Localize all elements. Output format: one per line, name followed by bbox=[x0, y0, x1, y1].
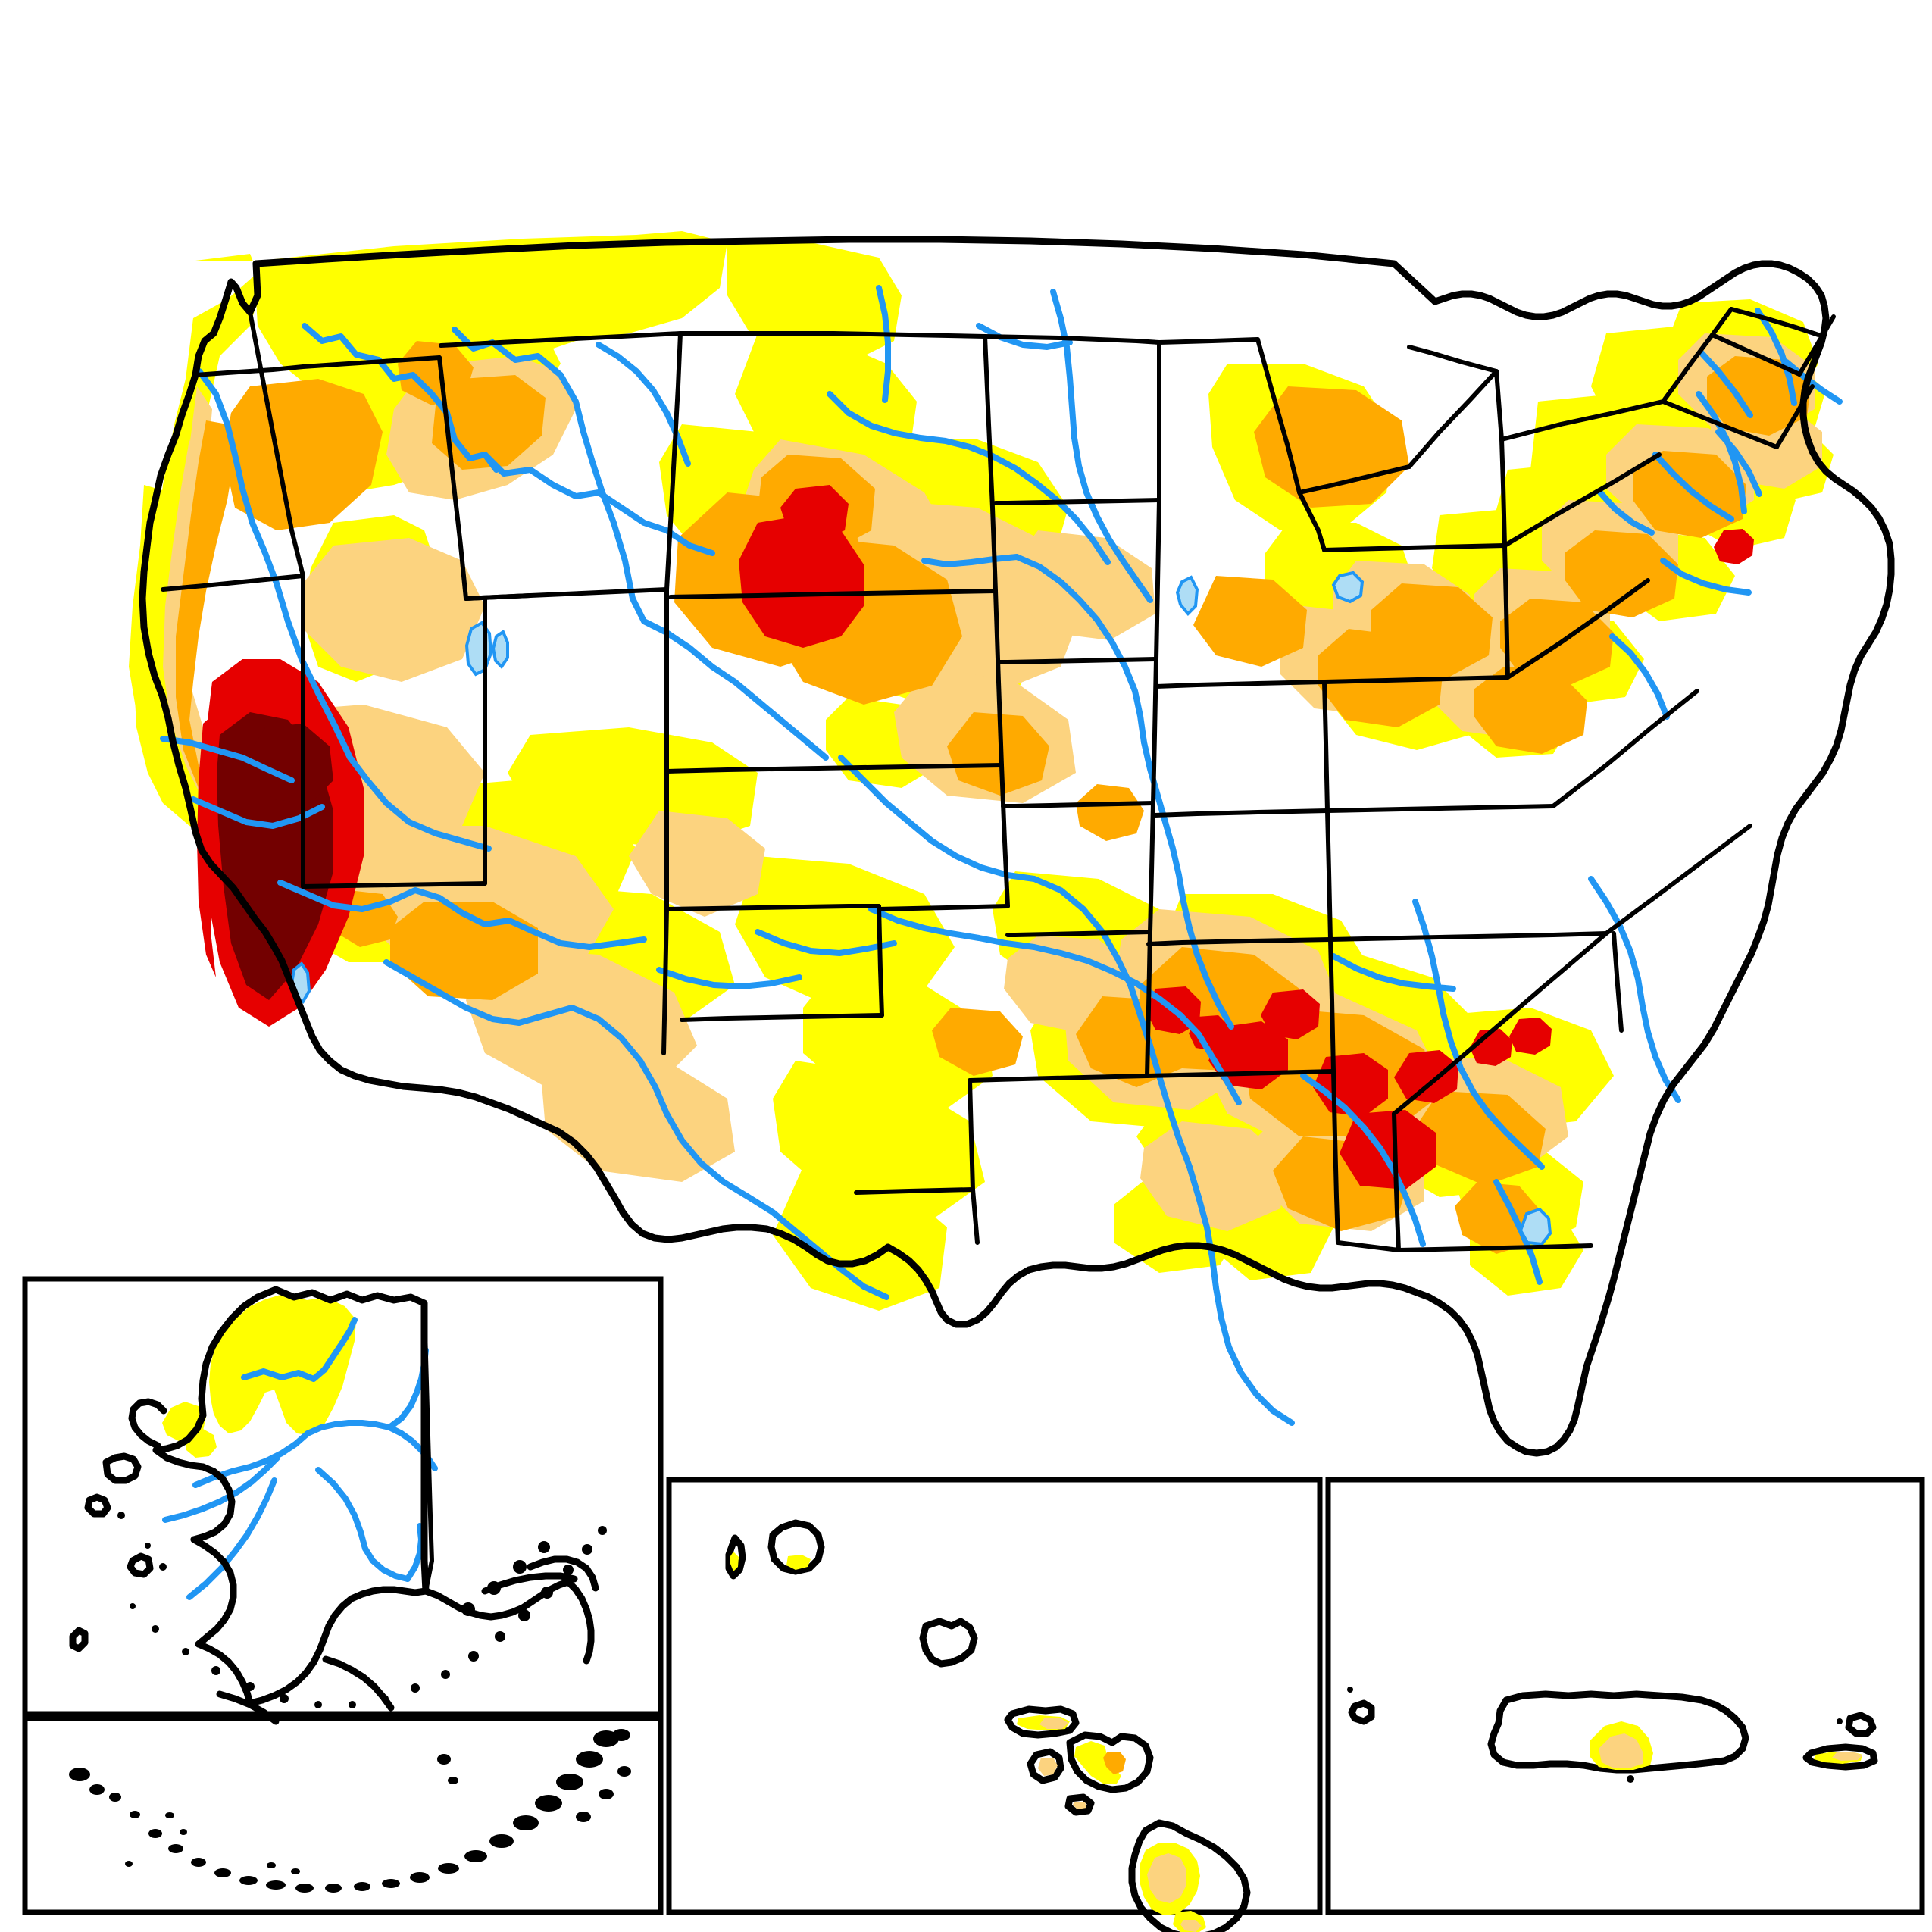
alaska-panel-border bbox=[22, 1276, 664, 1717]
conus-state-boundaries bbox=[139, 236, 1895, 1457]
conus-rivers-layer bbox=[160, 285, 1843, 1426]
puerto-rico-panel-border bbox=[1325, 1477, 1925, 1915]
aleutians-panel bbox=[22, 1715, 664, 1915]
river-network bbox=[160, 285, 1843, 1426]
alaska-panel bbox=[22, 1276, 664, 1725]
puerto-rico-islands bbox=[1347, 1687, 1878, 1783]
hawaii-islands bbox=[725, 1519, 1251, 1932]
aleutian-chain bbox=[69, 1729, 631, 1893]
alaska-islands-detail bbox=[103, 1501, 607, 1708]
aleutians-panel-border bbox=[22, 1715, 664, 1915]
conus-drought-layer bbox=[129, 231, 1834, 1311]
puerto-rico-panel bbox=[1325, 1477, 1925, 1915]
state-line-group bbox=[161, 307, 1836, 1252]
lakes-group bbox=[289, 571, 1552, 1246]
hawaii-panel bbox=[666, 1477, 1323, 1932]
hawaii-panel-border bbox=[666, 1477, 1323, 1915]
